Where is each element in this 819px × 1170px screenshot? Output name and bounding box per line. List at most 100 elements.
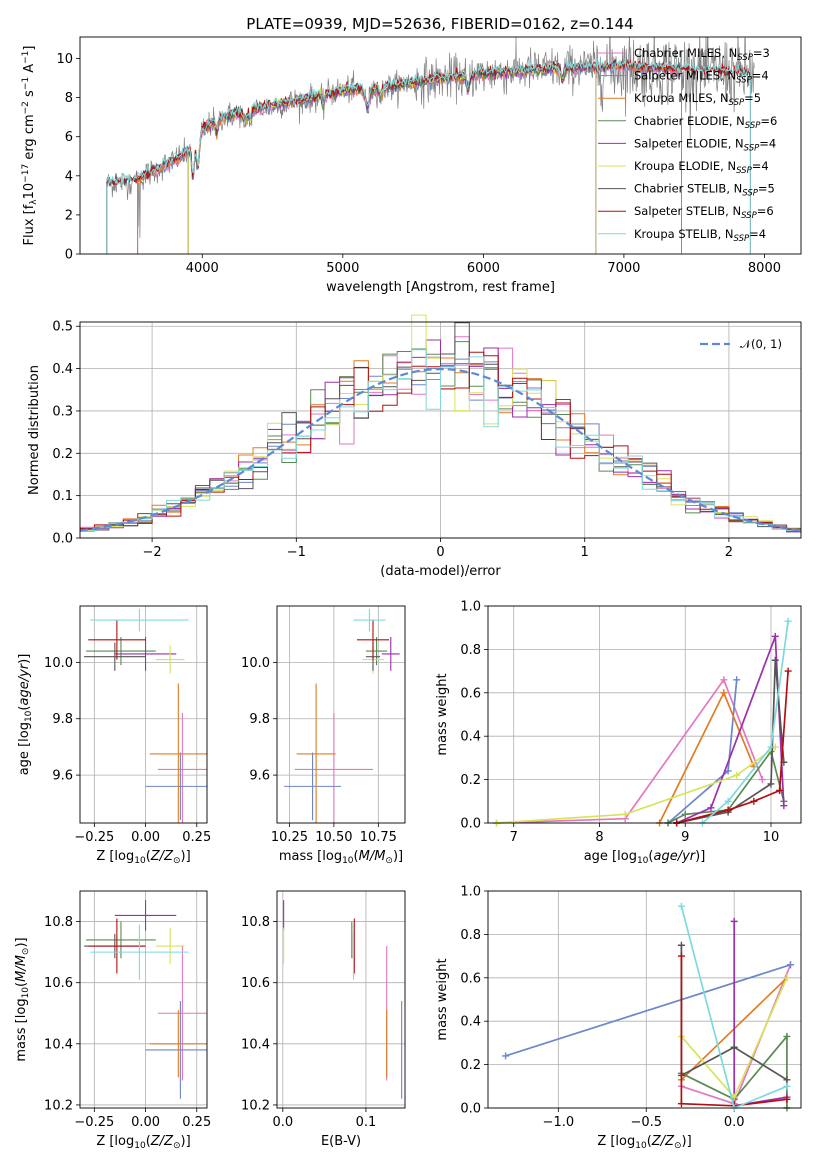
y-tick-label: 0.8 bbox=[460, 643, 481, 658]
weight-line bbox=[680, 956, 788, 1107]
spectrum-lines bbox=[106, 37, 755, 254]
error-bars bbox=[284, 608, 400, 823]
y-tick-label: 0.2 bbox=[460, 773, 481, 788]
weight-marker bbox=[681, 810, 689, 818]
weight-marker bbox=[767, 743, 775, 751]
legend-label: Chabrier MILES, NSSP=3 bbox=[634, 46, 770, 63]
weight-marker bbox=[758, 776, 766, 784]
weight-line bbox=[681, 1034, 788, 1108]
y-tick-label: 0.5 bbox=[52, 320, 73, 335]
model-spectrum bbox=[106, 57, 751, 186]
panel-age_vs_Z: −0.25 0.00 0.25 9.6 9.8 10.0 Z [log10(Z/Z⊙)] ag… bbox=[17, 605, 211, 866]
y-tick-label: 10 bbox=[56, 52, 73, 67]
x-tick-label: −1 bbox=[287, 545, 306, 560]
y-tick-label: 9.8 bbox=[52, 712, 73, 727]
y-tick-label: 10.4 bbox=[241, 1037, 270, 1052]
x-tick-label: 10.50 bbox=[315, 830, 352, 845]
weight-marker bbox=[502, 1052, 510, 1060]
x-tick-label: −2 bbox=[143, 545, 162, 560]
y-tick-label: 10.6 bbox=[44, 976, 73, 991]
legend: Chabrier MILES, NSSP=3 Salpeter MILES, NS… bbox=[598, 46, 777, 244]
weight-marker bbox=[771, 632, 779, 640]
weight-marker bbox=[730, 917, 738, 925]
y-tick-label: 0.0 bbox=[460, 817, 481, 832]
panel-age_vs_mass: 10.25 10.50 10.75 9.6 9.8 10.0 mass [log10(M/M… bbox=[241, 605, 406, 866]
residual-histogram bbox=[80, 322, 801, 531]
legend-label: Kroupa ELODIE, NSSP=4 bbox=[634, 159, 769, 176]
y-tick-label: 0 bbox=[65, 248, 73, 263]
axes-frame bbox=[79, 36, 802, 255]
weight-marker bbox=[786, 961, 794, 969]
y-tick-label: 8 bbox=[65, 91, 73, 106]
y-tick-label: 9.6 bbox=[249, 769, 270, 784]
x-tick-label: 0.25 bbox=[182, 830, 211, 845]
y-tick-label: 0.6 bbox=[460, 971, 481, 986]
legend-label: Kroupa MILES, NSSP=5 bbox=[634, 91, 761, 108]
y-tick-label: 0.0 bbox=[52, 532, 73, 547]
x-tick-label: 0.25 bbox=[182, 1115, 211, 1130]
x-tick-label: 7 bbox=[510, 830, 518, 845]
x-tick-label: 10.25 bbox=[271, 830, 308, 845]
legend-label: Kroupa STELIB, NSSP=4 bbox=[634, 227, 766, 244]
weight-marker bbox=[784, 667, 792, 675]
legend-label: Salpeter STELIB, NSSP=6 bbox=[634, 204, 774, 221]
weight-line bbox=[496, 746, 776, 824]
y-tick-label: 4 bbox=[65, 169, 73, 184]
y-tick-label: 6 bbox=[65, 130, 73, 145]
x-axis-label: Z [log10(Z/Z⊙)] bbox=[96, 849, 190, 866]
weight-marker bbox=[783, 974, 791, 982]
x-tick-label: 8000 bbox=[748, 261, 781, 276]
y-tick-label: 1.0 bbox=[460, 600, 481, 615]
x-axis-label: Z [log10(Z/Z⊙)] bbox=[96, 1134, 190, 1151]
legend-label: 𝒩(0, 1) bbox=[740, 337, 782, 351]
weight-marker bbox=[733, 676, 741, 684]
x-axis-label: (data-model)/error bbox=[380, 564, 501, 579]
weight-line bbox=[681, 964, 792, 1105]
weight-marker bbox=[707, 804, 715, 812]
y-tick-label: 9.6 bbox=[52, 769, 73, 784]
x-tick-label: 0.00 bbox=[131, 830, 160, 845]
panel-weight_vs_age: 7 8 9 10 0.0 0.2 0.4 0.6 0.8 1.0 age [log10(age/yr… bbox=[435, 600, 802, 866]
legend-label: Salpeter MILES, NSSP=4 bbox=[634, 69, 769, 86]
figure-title: PLATE=0939, MJD=52636, FIBERID=0162, z=0… bbox=[246, 15, 633, 33]
weight-marker bbox=[677, 952, 685, 960]
x-tick-label: −0.5 bbox=[630, 1115, 662, 1130]
weight-marker bbox=[771, 656, 779, 664]
weight-marker bbox=[677, 941, 685, 949]
weight-marker bbox=[720, 689, 728, 697]
y-tick-label: 0.2 bbox=[460, 1058, 481, 1073]
weight-marker bbox=[724, 767, 732, 775]
weight-marker bbox=[720, 676, 728, 684]
x-tick-label: 1 bbox=[581, 545, 589, 560]
axes-frame bbox=[79, 890, 208, 1109]
y-tick-label: 0.4 bbox=[460, 730, 481, 745]
weight-marker bbox=[783, 1095, 791, 1103]
y-tick-label: 0.0 bbox=[460, 1102, 481, 1117]
axes-frame bbox=[79, 605, 208, 824]
axes-frame bbox=[79, 321, 802, 539]
y-tick-label: 10.8 bbox=[44, 915, 73, 930]
x-axis-label: E(B-V) bbox=[321, 1134, 361, 1149]
residual-histogram bbox=[80, 349, 801, 532]
weight-marker bbox=[750, 797, 758, 805]
x-tick-label: 8 bbox=[595, 830, 603, 845]
x-tick-label: −0.25 bbox=[74, 830, 114, 845]
y-axis-label: age [log10(age/yr)] bbox=[17, 654, 34, 776]
x-tick-label: 0.0 bbox=[272, 1115, 293, 1130]
x-tick-label: 6000 bbox=[467, 261, 500, 276]
weight-marker bbox=[724, 806, 732, 814]
y-axis-label: mass weight bbox=[435, 958, 450, 1040]
weight-line bbox=[701, 621, 789, 824]
x-tick-label: 10 bbox=[763, 830, 780, 845]
y-tick-label: 1.0 bbox=[460, 885, 481, 900]
y-tick-label: 10.0 bbox=[44, 656, 73, 671]
legend-label: Salpeter ELODIE, NSSP=4 bbox=[634, 136, 776, 153]
y-tick-label: 10.2 bbox=[241, 1098, 270, 1113]
axes-frame bbox=[276, 890, 406, 1109]
axes-frame bbox=[487, 890, 802, 1109]
error-bars bbox=[283, 900, 403, 1099]
x-tick-label: 0 bbox=[436, 545, 444, 560]
weight-marker bbox=[677, 1100, 685, 1108]
weight-line bbox=[505, 963, 791, 1057]
